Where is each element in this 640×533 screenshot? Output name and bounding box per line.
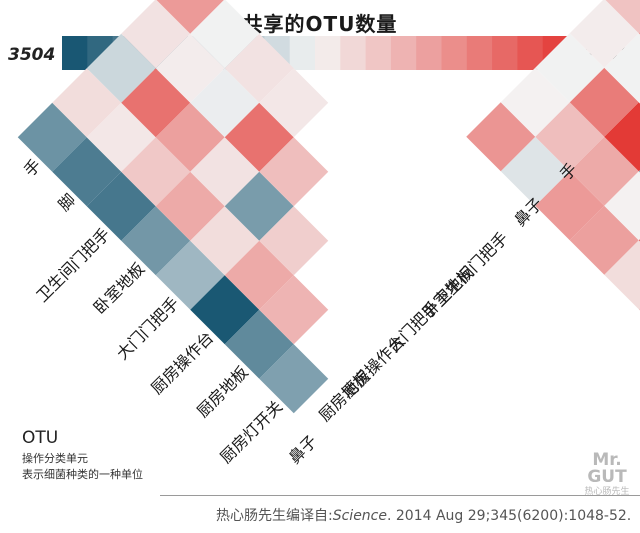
colorbar-swatch: [466, 36, 493, 70]
citation-journal: Science: [332, 508, 387, 524]
heatmap-cell: [500, 136, 570, 206]
colorbar-swatch: [492, 36, 518, 70]
footer-divider: [160, 495, 640, 496]
heatmap-cell: [259, 275, 329, 345]
axis-label-left: 厨房地板: [193, 362, 252, 421]
logo: Mr. GUT 热心肠先生: [580, 452, 634, 498]
heatmap-cell: [190, 275, 260, 345]
heatmap-cell: [466, 102, 536, 172]
logo-text: GUT: [587, 467, 627, 487]
heatmap-cell: [86, 102, 156, 172]
citation-details: . 2014 Aug 29;345(6200):1048-52.: [387, 508, 632, 524]
axis-label-left: 厨房操作台: [147, 328, 217, 398]
heatmap-cell: [604, 33, 640, 103]
colorbar-swatch: [289, 36, 316, 70]
colorbar-swatch: [416, 36, 442, 70]
colorbar-swatch: [315, 36, 341, 70]
colorbar-swatch: [62, 36, 88, 70]
heatmap-cell: [259, 206, 329, 276]
heatmap-cell: [259, 344, 329, 414]
heatmap-cell: [121, 68, 191, 138]
citation-prefix: 热心肠先生编译自:: [216, 508, 333, 524]
heatmap-cell: [121, 206, 191, 276]
axis-label-left: 鼻子: [285, 431, 321, 467]
logo-text: Mr.: [592, 450, 622, 470]
source-citation: 热心肠先生编译自:Science. 2014 Aug 29;345(6200):…: [216, 505, 631, 525]
heatmap-cell: [604, 102, 640, 172]
chart-title: 共享的OTU数量: [242, 12, 398, 36]
otu-note-line: 操作分类单元: [22, 452, 88, 465]
heatmap-cell: [604, 171, 640, 241]
heatmap-cell: [52, 68, 122, 138]
colorbar-min-label: 3504: [8, 45, 56, 65]
colorbar-swatch: [441, 36, 468, 70]
heatmap-cell: [155, 0, 225, 34]
heatmap-cell: [604, 240, 640, 310]
heatmap-cell: [155, 102, 225, 172]
otu-note-line: 表示细菌种类的一种单位: [22, 468, 143, 481]
otu-note-title: OTU: [22, 428, 59, 448]
heatmap-cell: [224, 309, 294, 379]
heatmap-cell: [259, 137, 329, 207]
colorbar-swatch: [340, 36, 366, 70]
axis-label-left: 厨房灯开关: [216, 397, 286, 467]
heatmap-block-right: [466, 0, 640, 344]
heatmap-cell: [190, 137, 260, 207]
logo-text: 热心肠先生: [584, 487, 630, 497]
heatmap-cell: [86, 33, 156, 103]
heatmap-cell: [224, 102, 294, 172]
colorbar-swatch: [365, 36, 392, 70]
heatmap-cell: [604, 0, 640, 34]
heatmap-cell: [190, 206, 260, 276]
axis-label-left: 大门门把手: [113, 293, 183, 363]
heatmap-cell: [121, 137, 191, 207]
heatmap-cell: [224, 171, 294, 241]
heatmap-cell: [155, 171, 225, 241]
heatmap-cell: [155, 240, 225, 310]
heatmap-cell: [224, 240, 294, 310]
axis-label-left: 卧室地板: [90, 259, 149, 318]
colorbar-swatch: [390, 36, 417, 70]
heatmap-cell: [190, 68, 260, 138]
